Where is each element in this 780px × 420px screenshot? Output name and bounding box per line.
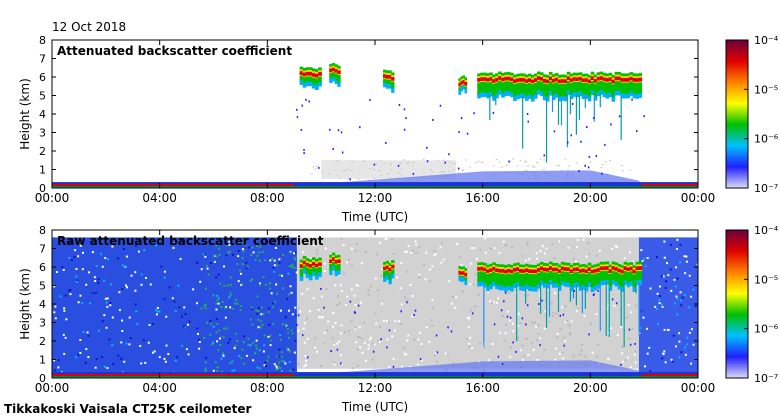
x-tick-label: 12:00 [358, 381, 393, 395]
backscatter-field [52, 237, 698, 378]
colorbar-tick-label: 10⁻⁷ [754, 372, 778, 385]
x-tick-label: 16:00 [465, 381, 500, 395]
x-tick-label: 16:00 [465, 191, 500, 205]
x-tick-label: 00:00 [35, 191, 70, 205]
y-tick-label: 6 [39, 261, 46, 274]
colorbar-tick-label: 10⁻⁵ [754, 83, 778, 96]
x-tick-label: 00:00 [35, 381, 70, 395]
panel-title: Raw attenuated backscatter coefficient [57, 234, 324, 248]
cloud-layer [458, 75, 468, 95]
colorbar: 10⁻⁷10⁻⁶10⁻⁵10⁻⁴m⁻¹ sr⁻¹ [725, 34, 779, 195]
y-axis-label: Height (km) [18, 268, 32, 339]
y-tick-label: 0 [39, 372, 46, 385]
colorbar: 10⁻⁷10⁻⁶10⁻⁵10⁻⁴m⁻¹ sr⁻¹ [725, 224, 779, 385]
panel-raw: Raw attenuated backscatter coefficient00… [18, 224, 779, 414]
boundary-layer-peak-night [641, 183, 698, 186]
x-axis-label: Time (UTC) [341, 210, 408, 224]
x-tick-label: 04:00 [142, 381, 177, 395]
y-tick-label: 2 [39, 145, 46, 158]
boundary-layer-peak-night [641, 373, 698, 376]
y-tick-label: 0 [39, 182, 46, 195]
y-tick-label: 4 [39, 298, 46, 311]
cloud-layer [477, 71, 643, 163]
y-tick-label: 1 [39, 354, 46, 367]
y-tick-label: 6 [39, 71, 46, 84]
boundary-layer-peak-morning [52, 183, 295, 186]
cloud-layer [458, 266, 468, 286]
x-tick-label: 20:00 [573, 381, 608, 395]
cloud-layer [383, 69, 395, 93]
colorbar-tick-label: 10⁻⁴ [754, 34, 779, 47]
y-tick-label: 7 [39, 53, 46, 66]
colorbar-tick-label: 10⁻⁷ [754, 182, 778, 195]
y-tick-label: 5 [39, 90, 46, 103]
colorbar-tick-label: 10⁻⁴ [754, 224, 779, 237]
cloud-layer [329, 252, 341, 277]
y-tick-label: 8 [39, 34, 46, 47]
x-tick-label: 08:00 [250, 381, 285, 395]
colorbar-tick-label: 10⁻⁶ [754, 323, 779, 336]
cloud-layer [299, 66, 322, 91]
cloud-layer [329, 63, 341, 87]
y-tick-label: 7 [39, 243, 46, 256]
cloud-layer [383, 260, 395, 285]
y-tick-label: 4 [39, 108, 46, 121]
y-tick-label: 8 [39, 224, 46, 237]
cloud-layer [477, 261, 643, 348]
panel-title: Attenuated backscatter coefficient [57, 44, 292, 58]
colorbar-gradient [725, 229, 749, 379]
y-tick-label: 3 [39, 317, 46, 330]
colorbar-tick-label: 10⁻⁵ [754, 273, 778, 286]
cloud-layer [299, 256, 322, 281]
haze-grey [321, 160, 456, 179]
x-tick-label: 20:00 [573, 191, 608, 205]
instrument-label: Tikkakoski Vaisala CT25K ceilometer [4, 402, 252, 416]
colorbar-tick-label: 10⁻⁶ [754, 133, 779, 146]
y-tick-label: 1 [39, 164, 46, 177]
x-tick-label: 12:00 [358, 191, 393, 205]
x-tick-label: 00:00 [681, 191, 716, 205]
date-label: 12 Oct 2018 [52, 20, 127, 34]
x-axis-label: Time (UTC) [341, 400, 408, 414]
colorbar-gradient [725, 39, 749, 189]
x-tick-label: 00:00 [681, 381, 716, 395]
y-tick-label: 3 [39, 127, 46, 140]
x-tick-label: 08:00 [250, 191, 285, 205]
y-tick-label: 2 [39, 335, 46, 348]
boundary-layer-peak-morning [52, 373, 295, 376]
y-tick-label: 5 [39, 280, 46, 293]
y-axis-label: Height (km) [18, 78, 32, 149]
x-tick-label: 04:00 [142, 191, 177, 205]
